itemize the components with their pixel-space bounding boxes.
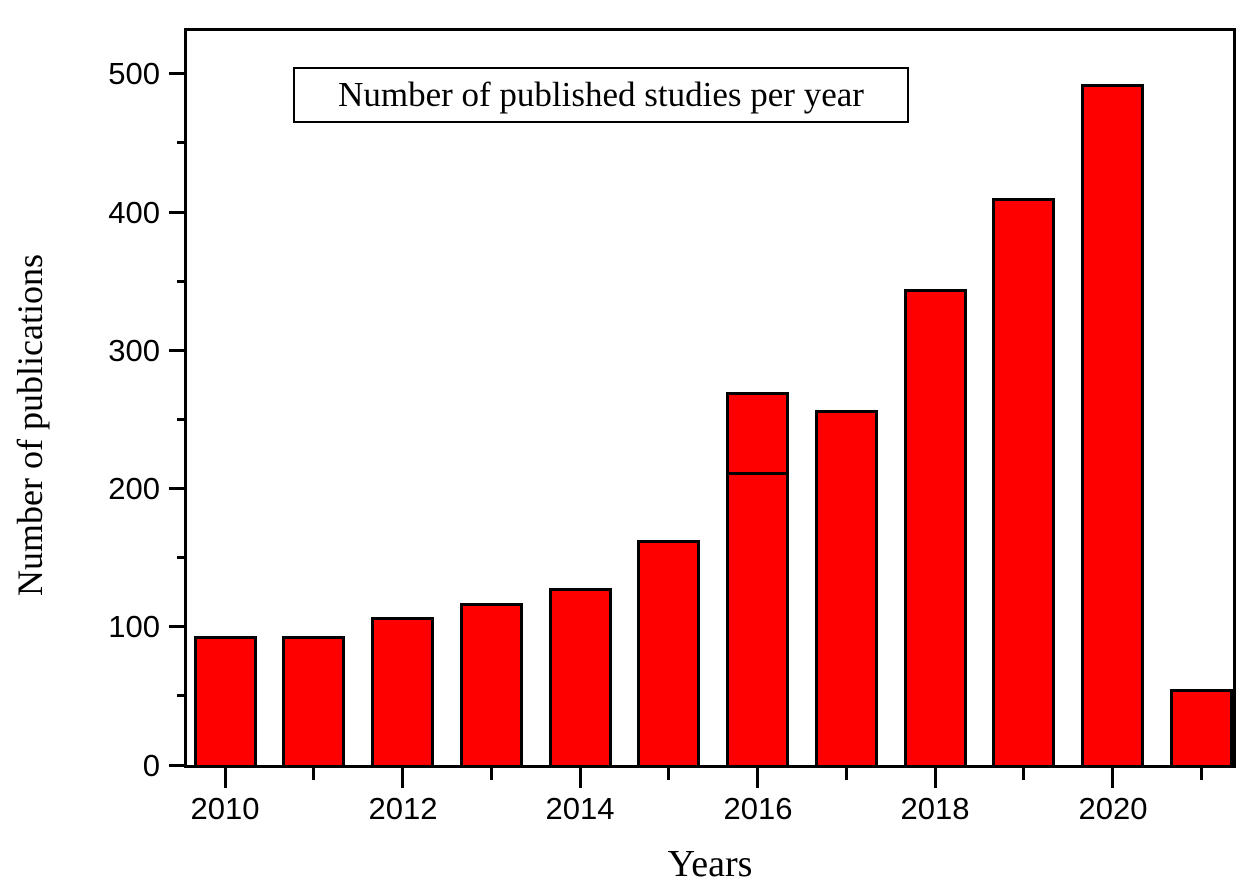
bar-2018 [904,289,967,765]
x-tick-label-2014: 2014 [545,791,615,826]
bar-segment-line-2016 [729,472,786,475]
bar-2014 [549,588,612,765]
x-axis-title: Years [667,843,753,885]
x-major-tick-2020 [1111,768,1114,788]
x-major-tick-2018 [934,768,937,788]
x-tick-label-2016: 2016 [723,791,793,826]
x-tick-label-2020: 2020 [1078,791,1148,826]
x-minor-tick-2019 [1022,768,1025,780]
bar-2012 [371,617,434,765]
y-tick-label-500: 500 [108,56,160,91]
y-axis-title: Number of publications [10,254,50,596]
y-tick-label-300: 300 [108,333,160,368]
bar-2010 [194,636,257,765]
bar-2019 [992,198,1055,765]
y-tick-label-200: 200 [108,471,160,506]
x-tick-label-2010: 2010 [190,791,260,826]
y-minor-tick-50 [177,694,187,697]
bar-2017 [815,410,878,765]
y-tick-label-400: 400 [108,195,160,230]
x-major-tick-2016 [756,768,759,788]
bar-2015 [637,540,700,765]
bar-2020 [1081,84,1144,765]
x-minor-tick-2017 [845,768,848,780]
y-major-tick-0 [169,764,187,767]
y-tick-label-100: 100 [108,609,160,644]
x-major-tick-2014 [579,768,582,788]
x-minor-tick-2011 [312,768,315,780]
y-minor-tick-450 [177,141,187,144]
x-minor-tick-2015 [667,768,670,780]
y-major-tick-200 [169,487,187,490]
x-tick-label-2012: 2012 [368,791,438,826]
y-minor-tick-250 [177,418,187,421]
bar-2013 [460,603,523,765]
y-major-tick-100 [169,625,187,628]
chart-title-box: Number of published studies per year [293,67,909,123]
y-major-tick-400 [169,211,187,214]
x-major-tick-2012 [401,768,404,788]
bar-2021 [1170,689,1233,765]
plot-area [184,28,1236,768]
bar-2011 [282,636,345,765]
y-minor-tick-150 [177,556,187,559]
y-minor-tick-350 [177,280,187,283]
x-minor-tick-2021 [1200,768,1203,780]
y-tick-label-0: 0 [142,748,160,783]
y-major-tick-300 [169,349,187,352]
y-major-tick-500 [169,72,187,75]
chart-title: Number of published studies per year [338,75,864,114]
x-tick-label-2018: 2018 [900,791,970,826]
x-major-tick-2010 [224,768,227,788]
x-minor-tick-2013 [490,768,493,780]
bar-2016 [726,392,789,765]
